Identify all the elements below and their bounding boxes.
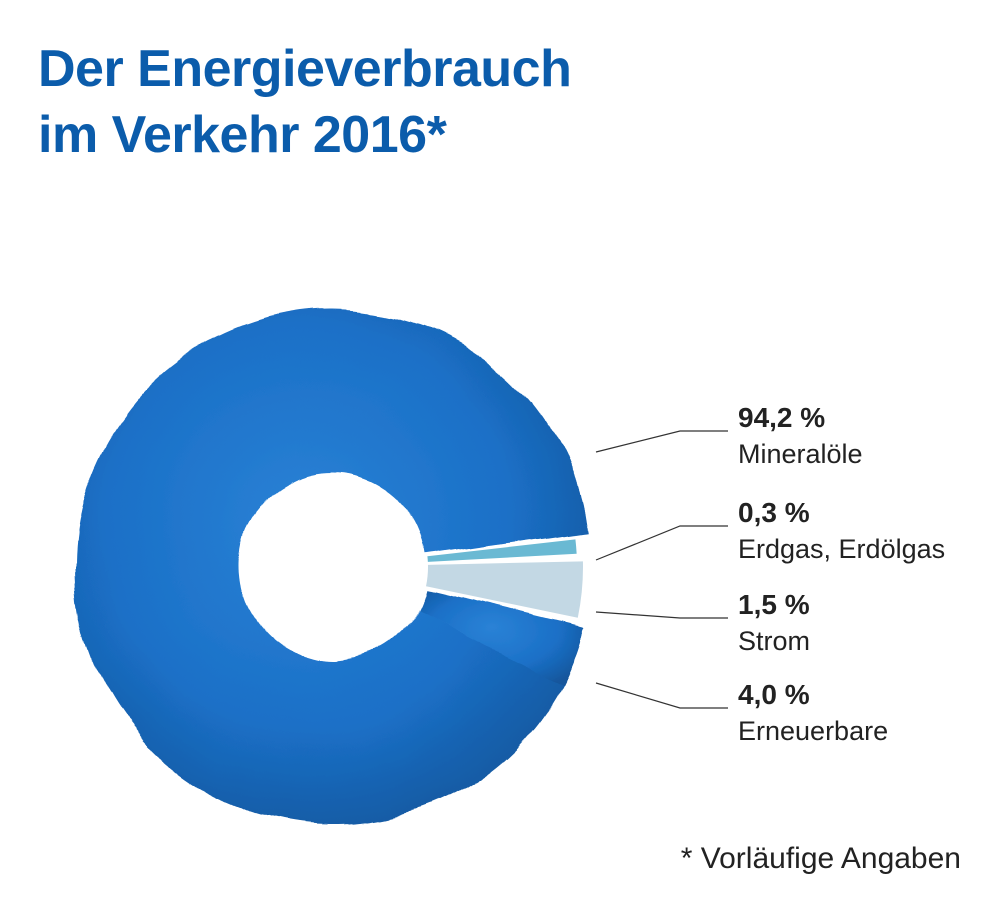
footnote: * Vorläufige Angaben xyxy=(680,842,961,875)
chart-title: Der Energieverbrauch im Verkehr 2016* xyxy=(38,36,572,168)
value-label-erneuerbare: 4,0 % xyxy=(738,679,810,710)
value-label-strom: 1,5 % xyxy=(738,589,810,620)
slice-mineraloele xyxy=(75,308,589,825)
value-label-mineraloele: 94,2 % xyxy=(738,402,825,433)
leader-line-mineraloele xyxy=(595,430,728,453)
legend-label-erneuerbare: Erneuerbare xyxy=(738,716,888,746)
leader-lines-group xyxy=(595,430,728,709)
leader-line-erneuerbare xyxy=(595,682,728,709)
labels-group: 94,2 % Mineralöle 0,3 % Erdgas, Erdölgas 1,5… xyxy=(738,402,945,746)
slices-group xyxy=(75,308,589,825)
value-label-erdgas-erdoelgas: 0,3 % xyxy=(738,497,810,528)
slice-erdgas-erdoelgas xyxy=(427,539,577,562)
leader-line-erdgas-erdoelgas xyxy=(595,525,728,561)
chart-title-line-2: im Verkehr 2016* xyxy=(38,106,447,164)
legend-label-erdgas-erdoelgas: Erdgas, Erdölgas xyxy=(738,534,945,564)
slice-erneuerbare xyxy=(417,589,584,686)
slice-strom xyxy=(426,561,584,618)
chart-title-line-1: Der Energieverbrauch xyxy=(38,40,572,98)
legend-label-strom: Strom xyxy=(738,626,810,656)
legend-label-mineraloele: Mineralöle xyxy=(738,439,863,469)
leader-line-strom xyxy=(595,611,728,619)
